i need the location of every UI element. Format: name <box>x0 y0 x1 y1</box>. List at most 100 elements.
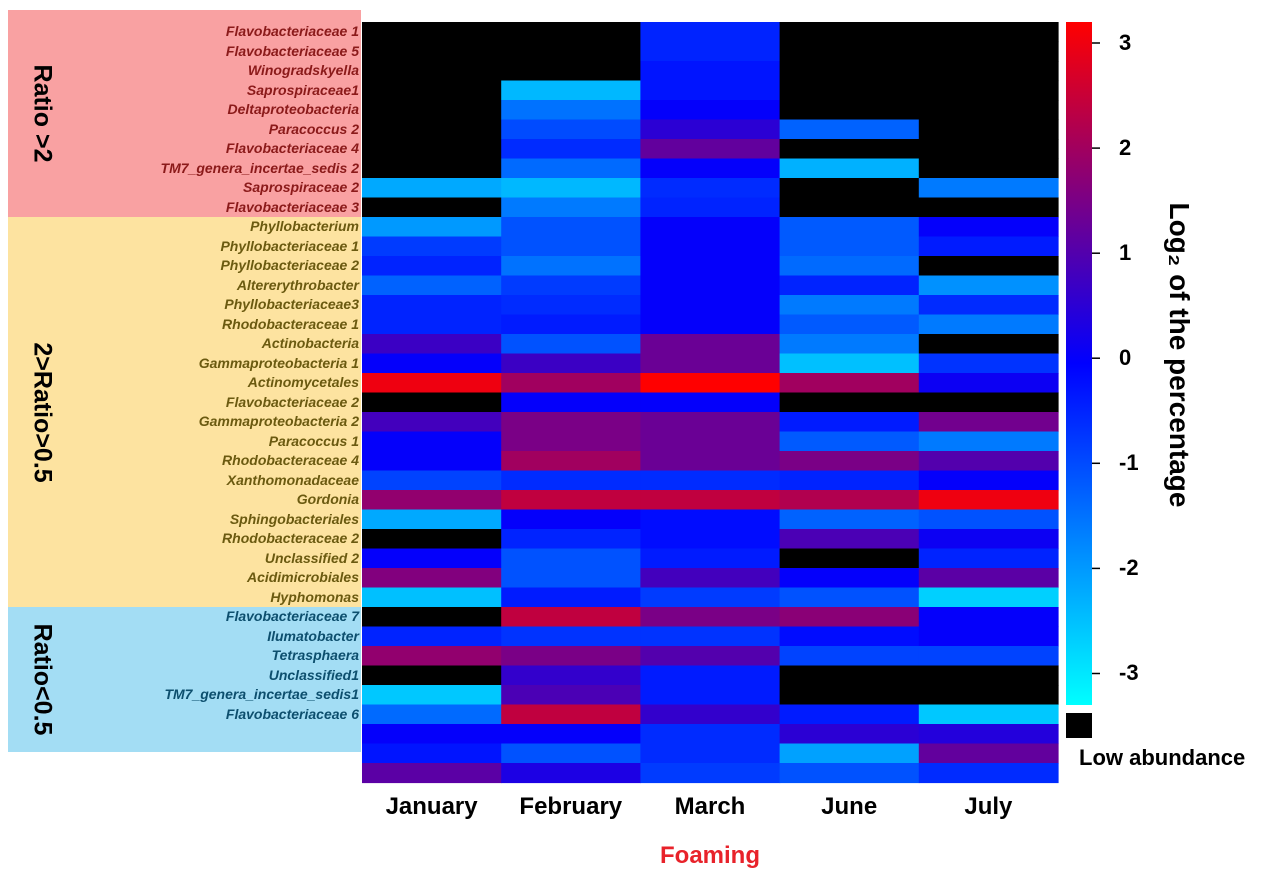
heatmap-cell <box>362 451 502 472</box>
row-label: Paracoccus 1 <box>268 432 359 449</box>
heatmap-cell <box>501 392 641 413</box>
heatmap-cell <box>918 334 1059 355</box>
heatmap-cell <box>779 197 920 218</box>
heatmap-cell <box>640 529 781 550</box>
heatmap-cell <box>918 724 1059 745</box>
heatmap-cell <box>918 646 1059 667</box>
heatmap-cell <box>501 334 641 355</box>
row-label: Rhodobacteraceae 4 <box>222 452 359 468</box>
row-label: Acidimicrobiales <box>246 569 359 585</box>
colorbar-tick-label: -1 <box>1119 450 1139 476</box>
heatmap-cell <box>918 607 1059 628</box>
heatmap-cell <box>640 548 781 569</box>
heatmap-cell <box>362 568 502 589</box>
heatmap-cell <box>362 548 502 569</box>
heatmap-cell <box>640 509 781 530</box>
heatmap-cell <box>918 392 1059 413</box>
heatmap-cell <box>779 100 920 121</box>
heatmap-cell <box>640 646 781 667</box>
heatmap-cell <box>918 119 1059 140</box>
heatmap-cell <box>640 139 781 160</box>
colorbar-tick-label: 1 <box>1119 240 1132 266</box>
heatmap-cell <box>362 392 502 413</box>
colorbar-tick-label: -2 <box>1119 555 1139 581</box>
row-label: Phyllobacteriaceae3 <box>224 296 359 312</box>
heatmap-cell <box>640 314 781 335</box>
heatmap-cell <box>640 334 781 355</box>
row-label: Xanthomonadaceae <box>226 471 359 488</box>
heatmap-cell <box>362 41 502 62</box>
heatmap-cell <box>918 743 1059 764</box>
heatmap-cell <box>501 529 641 550</box>
heatmap-cell <box>362 587 502 608</box>
column-label: July <box>964 793 1013 820</box>
heatmap-cell <box>501 431 641 452</box>
heatmap-cell <box>779 431 920 452</box>
heatmap-cell <box>918 41 1059 62</box>
heatmap-cell <box>640 451 781 472</box>
heatmap-cell <box>640 100 781 121</box>
heatmap-cell <box>501 685 641 706</box>
heatmap-cell <box>362 353 502 374</box>
heatmap-cell <box>362 470 502 491</box>
heatmap-cells <box>362 22 1059 784</box>
heatmap-cell <box>779 334 920 355</box>
heatmap-cell <box>918 22 1059 43</box>
colorbar <box>1066 22 1092 705</box>
heatmap-cell <box>779 763 920 784</box>
heatmap-cell <box>501 61 641 82</box>
colorbar-tick-label: 2 <box>1119 135 1132 161</box>
heatmap-cell <box>362 275 502 296</box>
heatmap-cell <box>779 665 920 686</box>
heatmap-cell <box>779 373 920 394</box>
row-label: Winogradskyella <box>247 62 359 78</box>
heatmap-cell <box>640 587 781 608</box>
heatmap-cell <box>640 236 781 257</box>
row-label: Actinomycetales <box>247 374 359 390</box>
heatmap-cell <box>362 412 502 433</box>
heatmap-cell <box>501 626 641 647</box>
row-group-band <box>8 607 361 752</box>
heatmap-cell <box>779 61 920 82</box>
heatmap-cell <box>779 451 920 472</box>
row-label: Hyphomonas <box>270 588 359 605</box>
row-label: Deltaproteobacteria <box>227 101 359 117</box>
heatmap-cell <box>640 178 781 199</box>
heatmap-cell <box>779 704 920 725</box>
heatmap-cell <box>362 431 502 452</box>
row-label: Rhodobacteraceae 2 <box>222 530 359 546</box>
row-label: Tetrasphaera <box>271 647 359 663</box>
heatmap-cell <box>779 490 920 511</box>
column-label: February <box>519 793 623 820</box>
heatmap-cell <box>640 743 781 764</box>
heatmap-cell <box>501 412 641 433</box>
heatmap-cell <box>918 100 1059 121</box>
heatmap-cell <box>362 178 502 199</box>
heatmap-cell <box>362 685 502 706</box>
heatmap-cell <box>779 139 920 160</box>
heatmap-cell <box>501 158 641 179</box>
heatmap-cell <box>501 353 641 374</box>
heatmap-cell <box>640 22 781 43</box>
heatmap-cell <box>918 139 1059 160</box>
heatmap-cell <box>779 392 920 413</box>
heatmap-cell <box>640 685 781 706</box>
heatmap-cell <box>501 314 641 335</box>
heatmap-cell <box>362 295 502 316</box>
heatmap-cell <box>501 665 641 686</box>
heatmap-cell <box>918 568 1059 589</box>
heatmap-cell <box>779 217 920 238</box>
heatmap-cell <box>640 158 781 179</box>
heatmap-cell <box>779 236 920 257</box>
heatmap-cell <box>501 236 641 257</box>
heatmap-cell <box>918 197 1059 218</box>
heatmap-cell <box>362 607 502 628</box>
colorbar-ticks <box>1092 42 1100 675</box>
heatmap-cell <box>640 61 781 82</box>
row-label: Phyllobacteriaceae 2 <box>220 257 359 273</box>
heatmap-cell <box>501 80 641 101</box>
heatmap-cell <box>362 100 502 121</box>
heatmap-cell <box>501 763 641 784</box>
row-label: Flavobacteriaceae 4 <box>225 140 359 156</box>
row-label: Sphingobacteriales <box>229 510 359 527</box>
